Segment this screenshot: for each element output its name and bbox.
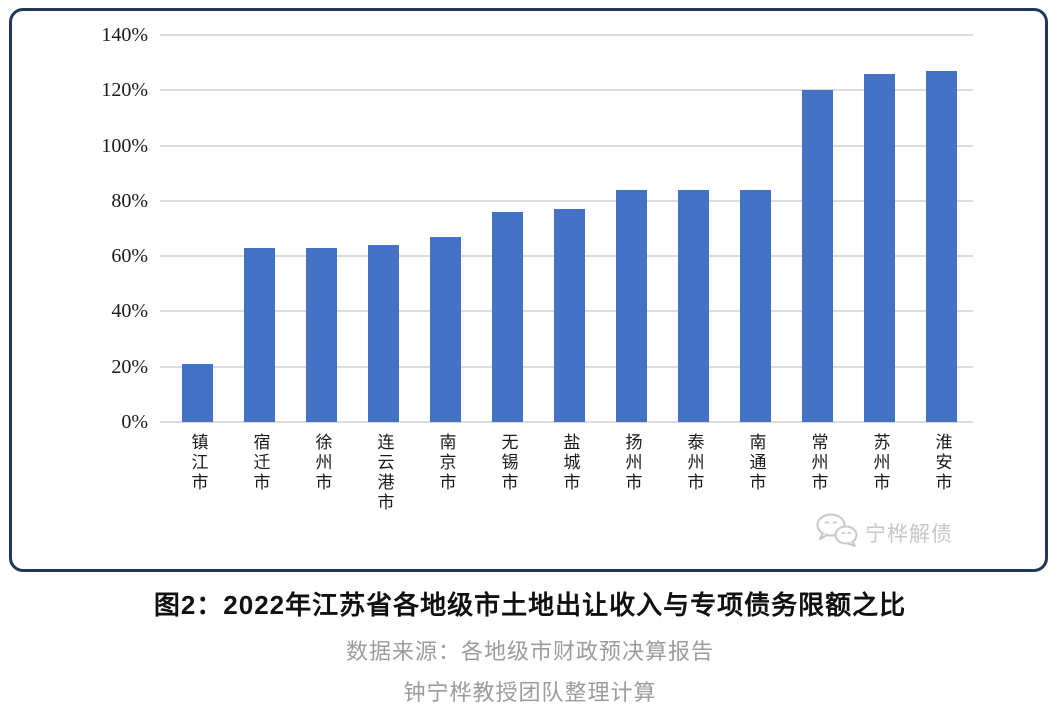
bar-连云港市 — [368, 245, 399, 422]
y-axis-tick-label: 0% — [121, 411, 148, 433]
chart-caption-credit: 钟宁桦教授团队整理计算 — [403, 680, 657, 705]
bar-宿迁市 — [244, 247, 275, 422]
x-axis-category-label: 镇江市 — [188, 433, 208, 493]
gridline-140 — [160, 34, 973, 36]
bar-南京市 — [430, 236, 461, 422]
y-axis-tick-label: 140% — [101, 24, 148, 46]
x-axis-category-label: 扬州市 — [622, 433, 642, 493]
bar-常州市 — [802, 90, 833, 422]
bar-泰州市 — [678, 189, 709, 422]
watermark: 宁桦解债 — [815, 512, 953, 553]
y-axis-tick-label: 40% — [111, 300, 148, 323]
x-axis-category-label: 泰州市 — [684, 433, 704, 493]
bar-苏州市 — [864, 73, 895, 422]
x-axis-category-label: 南通市 — [746, 433, 766, 493]
bar-徐州市 — [306, 247, 337, 422]
gridline-0 — [160, 421, 973, 423]
x-axis-category-label: 南京市 — [436, 433, 456, 493]
bar-镇江市 — [182, 363, 213, 422]
gridline-120 — [160, 89, 973, 92]
y-axis-tick-label: 100% — [101, 134, 148, 157]
y-axis-tick-label: 20% — [111, 355, 148, 378]
x-axis-category-label: 宿迁市 — [250, 433, 270, 493]
x-axis-category-label: 苏州市 — [870, 433, 890, 493]
y-axis-tick-label: 80% — [111, 189, 148, 212]
x-axis-category-label: 徐州市 — [312, 433, 332, 493]
x-axis-category-label: 常州市 — [808, 433, 828, 493]
watermark-label: 宁桦解债 — [865, 522, 953, 546]
bar-扬州市 — [616, 189, 647, 422]
bar-南通市 — [740, 189, 771, 422]
gridline-80 — [160, 199, 973, 202]
bar-盐城市 — [554, 209, 585, 422]
x-axis-category-label: 无锡市 — [498, 433, 518, 493]
x-axis-category-label: 淮安市 — [932, 433, 952, 493]
chart-caption-title: 图2：2022年江苏省各地级市土地出让收入与专项债务限额之比 — [153, 590, 907, 620]
bar-淮安市 — [926, 70, 957, 422]
chart-caption-source: 数据来源：各地级市财政预决算报告 — [345, 639, 714, 664]
y-axis-tick-label: 120% — [101, 79, 148, 102]
gridline-100 — [160, 144, 973, 147]
y-axis-tick-label: 60% — [111, 245, 148, 268]
x-axis-category-label: 连云港市 — [374, 433, 394, 513]
x-axis-category-label: 盐城市 — [560, 433, 580, 493]
bar-无锡市 — [492, 211, 523, 422]
wechat-icon — [815, 512, 859, 553]
